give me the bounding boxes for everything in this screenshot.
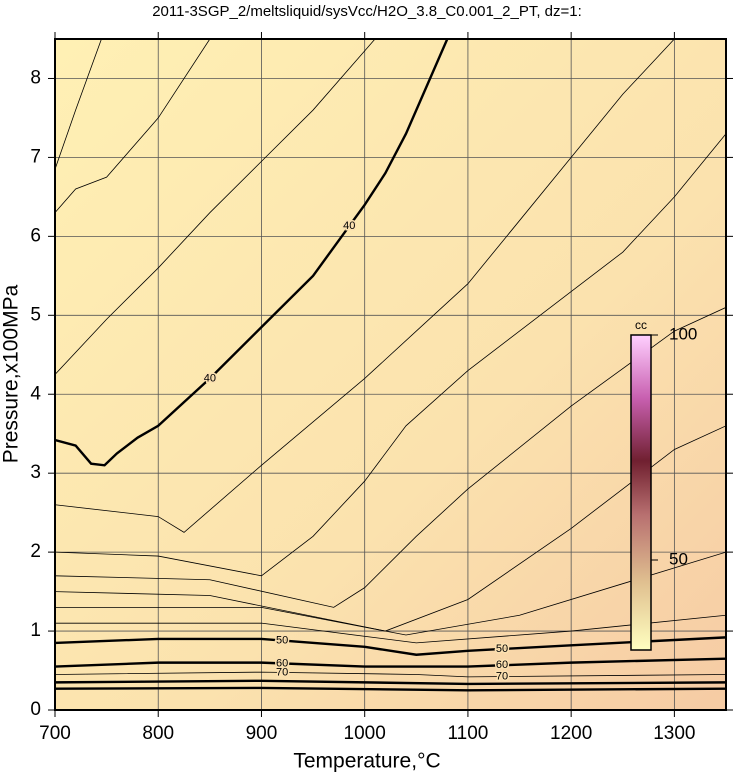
y-tick-label: 7 — [30, 146, 41, 167]
x-tick-label: 1100 — [447, 723, 488, 744]
y-tick-label: 3 — [30, 462, 41, 483]
contour-line — [55, 39, 376, 375]
contour-label: 70 — [276, 666, 288, 678]
contour-line — [55, 39, 211, 213]
plot-background — [55, 39, 726, 710]
x-tick-label: 900 — [246, 723, 278, 744]
contour-line — [55, 686, 726, 692]
y-axis-label: Pressure,x100MPa — [0, 284, 23, 463]
y-tick-label: 5 — [30, 304, 41, 325]
contour-label: 70 — [496, 670, 508, 682]
colorbar-label: cc — [635, 318, 647, 332]
y-tick-label: 8 — [30, 67, 41, 88]
x-axis-label: Temperature,°C — [293, 750, 440, 773]
colorbar-tick-label: 50 — [669, 549, 688, 568]
x-tick-label: 1300 — [653, 723, 695, 744]
contour-line — [55, 39, 675, 533]
colorbar-tick-label: 100 — [669, 324, 697, 343]
contour-line — [55, 133, 726, 577]
x-tick-label: 700 — [39, 723, 71, 744]
y-tick-label: 2 — [30, 541, 41, 562]
chart-title: 2011-3SGP_2/meltsliquid/sysVcc/H2O_3.8_C… — [152, 3, 582, 20]
contour-line — [55, 39, 102, 170]
y-tick-label: 6 — [30, 225, 41, 246]
contour-line — [55, 614, 726, 644]
contour-line — [55, 39, 449, 467]
contour-line — [55, 671, 726, 678]
contour-label: 40 — [204, 372, 216, 384]
x-tick-label: 1000 — [344, 723, 386, 744]
contour-label: 40 — [343, 220, 355, 232]
contour-label: 60 — [496, 659, 508, 671]
y-tick-label: 1 — [30, 620, 41, 641]
contour-line — [55, 657, 726, 668]
y-tick-label: 4 — [30, 383, 41, 404]
x-tick-label: 800 — [142, 723, 174, 744]
contour-line — [55, 636, 726, 656]
x-tick-label: 1200 — [550, 723, 592, 744]
contour-label: 60 — [276, 657, 288, 669]
colorbar: cc 50 100 — [630, 318, 697, 651]
contour-line — [55, 425, 726, 632]
plot-frame — [54, 38, 727, 711]
colorbar-scale — [630, 334, 652, 651]
contour-label: 50 — [496, 643, 508, 655]
contour-line — [55, 679, 726, 686]
y-tick-label: 0 — [30, 699, 41, 720]
contour-label: 50 — [276, 634, 288, 646]
